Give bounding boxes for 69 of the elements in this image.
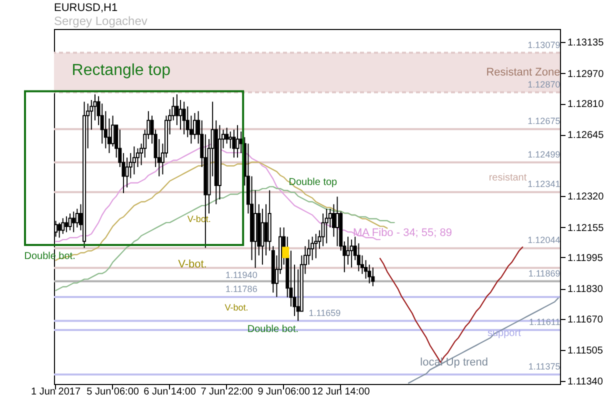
- candlestick: [75, 208, 79, 228]
- ref-line-label: 1.11940: [225, 270, 258, 280]
- candlestick: [193, 112, 197, 140]
- candlestick: [346, 236, 350, 266]
- candlestick: [236, 124, 240, 158]
- candlestick: [68, 212, 72, 231]
- ref-line-label: 1.11659: [308, 308, 341, 318]
- x-tick-label: 6 Jun 14:00: [144, 386, 196, 398]
- x-tick-label: 1 Jun 2017: [31, 386, 81, 398]
- ref-line-label: 1.11786: [225, 284, 258, 294]
- annotation: Rectangle top: [72, 62, 171, 80]
- candlestick: [58, 222, 62, 238]
- chart-subtitle: Sergey Logachev: [54, 14, 148, 28]
- line-series: [55, 186, 395, 292]
- y-tick-label: 1.12970: [568, 68, 604, 80]
- ref-line-label: 1.11375: [528, 362, 560, 372]
- candlestick: [310, 236, 314, 261]
- ref-line-label: 1.11869: [528, 268, 560, 278]
- y-tick-label: 1.12810: [568, 99, 604, 110]
- ref-line-label: 1.12044: [528, 235, 560, 246]
- ref-line-label: 1.12675: [528, 116, 560, 126]
- y-tick-label: 1.12155: [568, 222, 604, 234]
- candlestick: [228, 131, 232, 149]
- band-label: Resistant Zone: [486, 66, 560, 79]
- y-tick-label: 1.11340: [568, 376, 604, 388]
- annotation: V-bot.: [224, 302, 248, 312]
- ref-line-label: 1.12499: [528, 149, 560, 160]
- ref-line-label: 1.12870: [528, 79, 560, 90]
- candlestick: [264, 204, 268, 256]
- ref-line-label: 1.13079: [528, 40, 560, 50]
- candlestick: [350, 239, 354, 268]
- y-tick-label: 1.11830: [568, 284, 604, 296]
- chart-title: EURUSD,H1: [54, 2, 118, 14]
- candlestick: [125, 157, 129, 188]
- ref-line-label: 1.12341: [528, 179, 560, 190]
- candlestick: [64, 216, 68, 233]
- candlestick: [260, 208, 264, 266]
- line-series: [408, 297, 559, 384]
- candlestick: [178, 100, 182, 130]
- y-tick-label: 1.11505: [568, 346, 604, 357]
- candlestick: [314, 233, 318, 259]
- y-tick-label: 1.11670: [568, 314, 604, 326]
- annotation: resistant: [488, 172, 527, 184]
- candlestick: [225, 127, 229, 144]
- candlestick: [368, 264, 372, 284]
- y-tick-label: 1.12320: [568, 192, 604, 203]
- x-tick-label: 12 Jun 14:00: [312, 386, 370, 398]
- annotation: V-bot.: [178, 258, 207, 270]
- x-tick-label: 5 Jun 06:00: [86, 386, 140, 398]
- candlestick: [371, 266, 375, 287]
- candlestick: [61, 218, 65, 234]
- y-tick-label: 1.13135: [568, 38, 604, 49]
- candlestick: [324, 208, 328, 244]
- candlestick: [336, 196, 340, 247]
- annotation: Double bot.: [247, 324, 299, 335]
- candlestick: [182, 101, 186, 135]
- candlestick: [232, 129, 236, 158]
- y-tick-label: 1.11995: [568, 252, 604, 264]
- ref-line-label: 1.11611: [529, 316, 560, 327]
- y-tick-label: 1.12645: [568, 130, 604, 142]
- candlestick: [132, 146, 136, 175]
- x-tick-label: 7 Jun 22:00: [200, 386, 254, 398]
- candlestick: [364, 260, 368, 280]
- candlestick: [72, 211, 76, 233]
- x-tick-label: 9 Jun 06:00: [258, 386, 310, 398]
- annotation: Double top: [288, 176, 338, 188]
- candlestick: [175, 94, 179, 126]
- candlestick: [332, 204, 336, 238]
- candlestick: [321, 212, 325, 247]
